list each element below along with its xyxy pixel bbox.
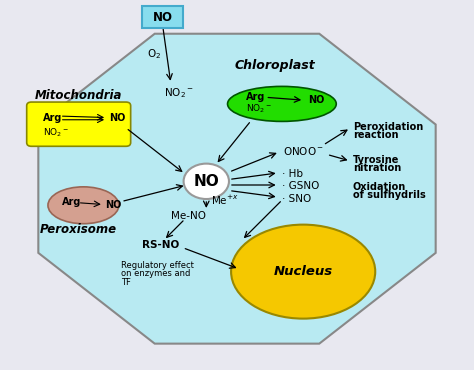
Polygon shape [38,34,436,344]
Text: Arg: Arg [43,112,63,122]
Text: TF: TF [121,278,131,286]
Circle shape [183,164,229,199]
Text: Peroxidation: Peroxidation [353,122,423,132]
Ellipse shape [228,87,336,121]
Text: NO: NO [308,95,324,105]
Text: ONOO$^-$: ONOO$^-$ [283,145,324,157]
Text: Oxidation: Oxidation [353,182,406,192]
Text: RS-NO: RS-NO [143,240,180,250]
Text: Chloroplast: Chloroplast [235,59,315,72]
FancyBboxPatch shape [143,6,182,28]
Text: · Hb: · Hb [283,169,303,179]
Text: NO$_2$$^-$: NO$_2$$^-$ [246,102,273,115]
Text: Me-NO: Me-NO [171,211,206,221]
Text: · SNO: · SNO [283,194,311,204]
Text: Arg: Arg [62,196,82,206]
Ellipse shape [48,187,119,224]
Text: on enzymes and: on enzymes and [121,269,191,278]
Text: Tyrosine: Tyrosine [353,155,399,165]
Text: O$_2$: O$_2$ [147,47,161,61]
Text: Me$^{+x}$: Me$^{+x}$ [211,194,239,207]
Text: NO: NO [153,11,173,24]
Text: · GSNO: · GSNO [283,181,320,191]
Text: reaction: reaction [353,130,398,140]
Text: Nucleus: Nucleus [273,265,333,278]
Text: NO$_2$$^-$: NO$_2$$^-$ [164,86,193,100]
Text: of sulfhydrils: of sulfhydrils [353,190,426,200]
Text: NO$_2$$^-$: NO$_2$$^-$ [43,126,69,138]
Text: NO: NO [106,199,122,209]
Text: Regulatory effect: Regulatory effect [121,260,194,270]
Text: nitration: nitration [353,163,401,173]
Text: NO: NO [109,112,126,122]
Text: Peroxisome: Peroxisome [40,223,117,236]
Text: NO: NO [193,174,219,189]
Text: Mitochondria: Mitochondria [35,89,122,102]
FancyBboxPatch shape [27,102,131,146]
Ellipse shape [231,225,375,319]
Text: Arg: Arg [246,92,266,102]
